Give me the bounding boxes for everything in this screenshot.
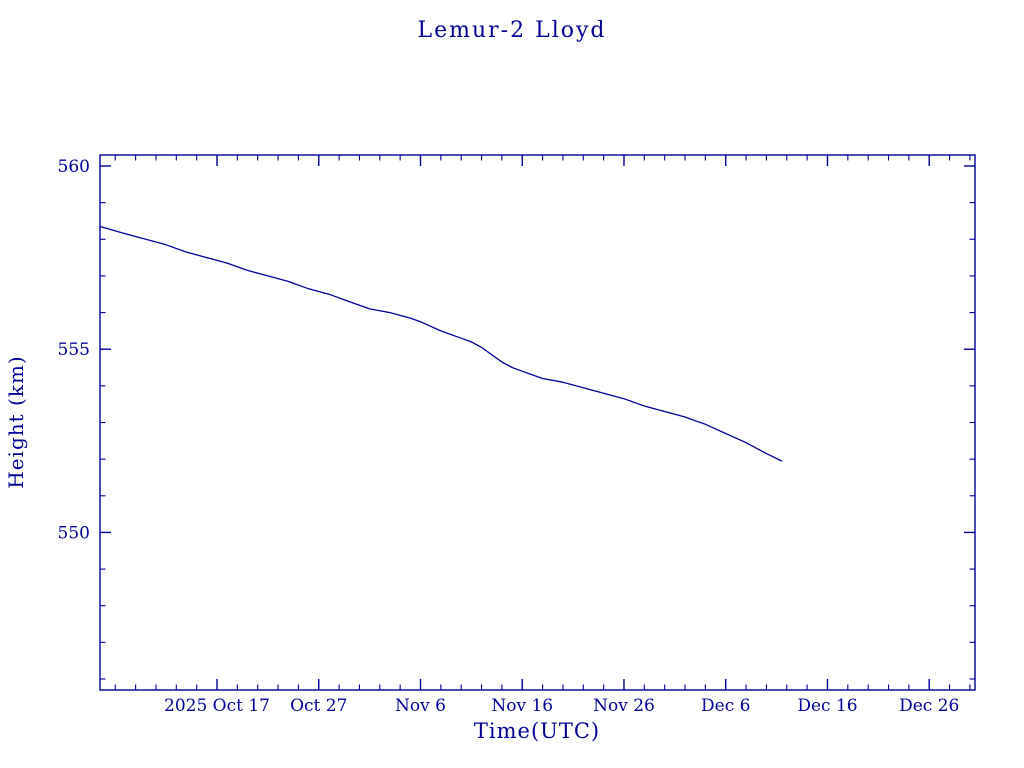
y-tick-label: 560: [58, 157, 90, 177]
y-tick-label: 555: [58, 340, 90, 360]
chart-title: Lemur-2 Lloyd: [417, 18, 607, 43]
x-tick-label: Dec 6: [701, 696, 750, 716]
x-tick-label: Oct 27: [290, 696, 347, 716]
x-axis-label: Time(UTC): [473, 719, 601, 743]
x-tick-label: Dec 16: [797, 696, 857, 716]
data-line: [99, 225, 783, 462]
x-tick-label: Nov 16: [491, 696, 553, 716]
x-tick-label: Nov 26: [593, 696, 655, 716]
plot-frame: [99, 154, 976, 691]
x-tick-label: Nov 6: [395, 696, 446, 716]
x-tick-label: 2025 Oct 17: [164, 696, 270, 716]
x-tick-label: Dec 26: [899, 696, 959, 716]
y-tick-label: 550: [58, 523, 90, 543]
